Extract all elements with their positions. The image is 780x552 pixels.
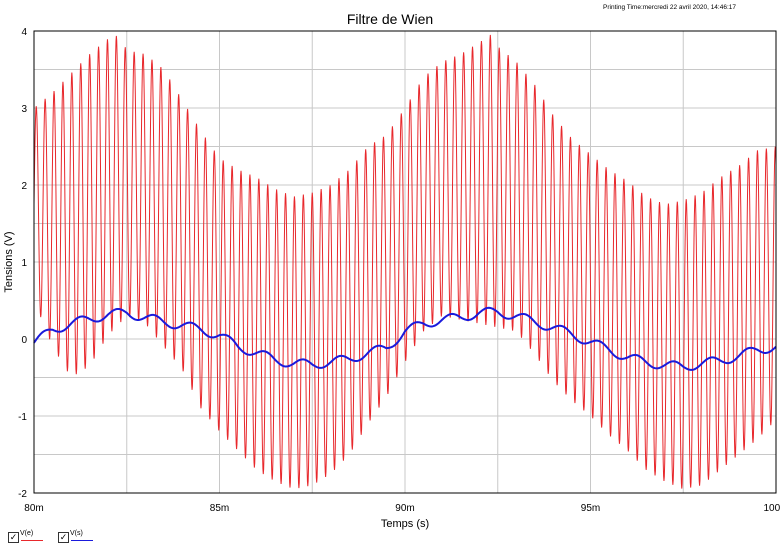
legend-label: V(e) [20,530,34,537]
x-axis-label: Temps (s) [381,518,429,530]
checkbox-icon[interactable]: ✓ [58,532,69,543]
legend-swatch-ve [21,540,43,541]
legend-swatch-vs [71,540,93,541]
printing-time: Printing Time:mercredi 22 avril 2020, 14… [603,4,736,11]
x-tick-label: 80m [24,503,43,514]
y-tick-label: 2 [21,181,27,192]
ticks: 80m 85m 90m 95m 100m -2 -1 0 1 2 3 4 [18,27,780,514]
y-axis-label: Tensions (V) [3,231,15,292]
x-tick-label: 85m [210,503,229,514]
y-tick-label: -1 [18,412,27,423]
x-tick-label: 90m [395,503,414,514]
grid [33,30,777,494]
y-tick-label: 1 [21,258,27,269]
x-tick-label: 95m [581,503,600,514]
series-line-ve [33,34,777,489]
y-tick-label: -2 [18,489,27,500]
y-tick-label: 3 [21,104,27,115]
y-tick-label: 0 [21,335,27,346]
checkbox-icon[interactable]: ✓ [8,532,19,543]
x-tick-label: 100m [763,503,780,514]
plot-frame [33,30,777,494]
series-layer [33,34,777,489]
series-line-vs [33,306,777,371]
chart-title: Filtre de Wien [347,11,433,27]
y-tick-label: 4 [21,27,27,38]
legend-label: V(s) [70,530,83,537]
